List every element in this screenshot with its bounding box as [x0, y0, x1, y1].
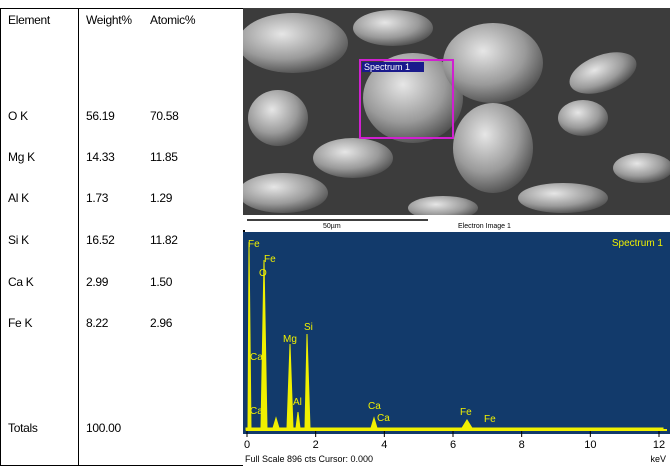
peak-label: Si — [304, 322, 313, 333]
unit-label: keV — [650, 454, 666, 464]
table-cell: Atomic% — [150, 13, 196, 27]
table-cell: 1.50 — [150, 275, 173, 289]
peak-label: Fe — [248, 239, 260, 250]
x-tick-label: 10 — [584, 439, 596, 451]
peak-label: Ca — [250, 406, 263, 417]
peak-labels: Fe Fe O Ca Mg Si Ca Al Ca Ca Fe Fe — [248, 239, 496, 425]
x-tick-label: 12 — [653, 439, 665, 451]
table-cell: Fe K — [8, 316, 33, 330]
table-cell: 16.52 — [86, 233, 115, 247]
table-cell: 2.96 — [150, 316, 173, 330]
particles — [243, 10, 670, 220]
peak-label: Ca — [377, 413, 390, 424]
table-cell: 2.99 — [86, 275, 109, 289]
spectrum: Spectrum 1 Fe Fe O Ca Mg Si Ca Al Ca Ca … — [243, 232, 670, 466]
table-cell: O K — [8, 109, 28, 123]
table-cell: 11.82 — [150, 233, 178, 247]
x-tick-label: 6 — [450, 439, 456, 451]
table — [0, 8, 245, 466]
table-cell: Totals — [8, 421, 38, 435]
spectrum-title: Spectrum 1 — [612, 238, 664, 249]
table-cell: Si K — [8, 233, 29, 247]
peak-label: Al — [293, 397, 302, 408]
scale-label: 50µm — [323, 223, 341, 230]
table-cell: 14.33 — [86, 150, 115, 164]
info-strip — [243, 215, 670, 230]
status-text: Full Scale 896 cts Cursor: 0.000 — [245, 454, 373, 464]
peak-label: Fe — [264, 254, 276, 265]
column-divider — [78, 9, 79, 465]
table-cell: Element — [8, 13, 50, 27]
table-cell: 1.29 — [150, 191, 173, 205]
table-cell: Al K — [8, 191, 29, 205]
image-caption: Electron Image 1 — [458, 223, 511, 230]
table-cell: 100.00 — [86, 421, 121, 435]
x-tick-label: 2 — [313, 439, 319, 451]
peak-label: Fe — [460, 407, 472, 418]
peak-label: Ca — [368, 401, 381, 412]
table-cell: 11.85 — [150, 150, 178, 164]
axis-strip — [243, 434, 670, 466]
table-cell: Mg K — [8, 150, 35, 164]
table-cell: Ca K — [8, 275, 34, 289]
x-tick-label: 8 — [519, 439, 525, 451]
selection-label: Spectrum 1 — [364, 62, 410, 72]
table-cell: 8.22 — [86, 316, 109, 330]
spectrum-background — [243, 232, 670, 434]
table-cell: 70.58 — [150, 109, 179, 123]
table-cell: 1.73 — [86, 191, 109, 205]
peak-label: O — [259, 268, 267, 279]
x-tick-label: 0 — [244, 439, 250, 451]
peak-label: Mg — [283, 334, 297, 345]
x-tick-label: 4 — [381, 439, 387, 451]
electron-image: Spectrum 1 50µm Electron Image 1 — [243, 8, 670, 230]
table-cell: 56.19 — [86, 109, 115, 123]
label-background — [362, 62, 424, 72]
peak-label: Ca — [250, 352, 263, 363]
selection-box — [359, 59, 454, 139]
spectrum-trace — [245, 241, 664, 431]
peak-label: Fe — [484, 414, 496, 425]
table-cell: Weight% — [86, 13, 132, 27]
